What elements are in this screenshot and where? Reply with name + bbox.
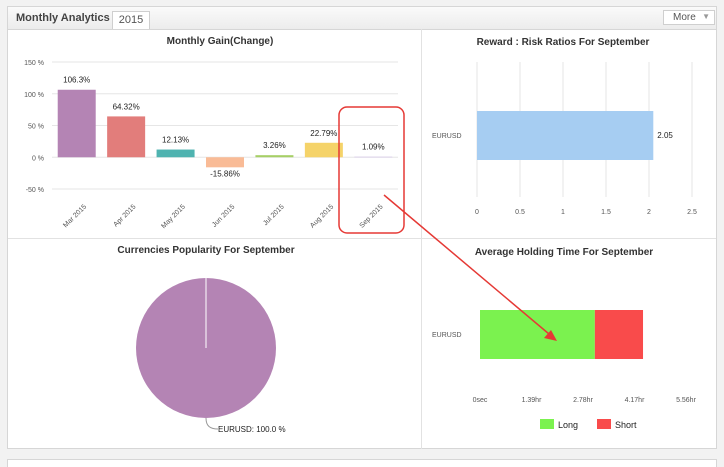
bar-mar-2015 xyxy=(57,89,96,158)
x-tick-label: 0.5 xyxy=(515,209,525,216)
data-label: -15.86% xyxy=(210,169,240,178)
annotation-arrow-line xyxy=(383,194,550,335)
bar-aug-2015 xyxy=(304,142,343,158)
x-tick-label: 4.17hr xyxy=(625,397,646,404)
tab-year-label: 2015 xyxy=(118,14,144,26)
monthly-gain-title: Monthly Gain(Change) xyxy=(167,36,274,47)
slice-leader-line xyxy=(205,417,219,430)
data-label: 1.09% xyxy=(362,143,385,152)
x-tick-label: 1.39hr xyxy=(522,397,543,404)
x-tick-label: 5.56hr xyxy=(676,397,697,404)
x-tick-label: 1.5 xyxy=(601,209,611,216)
x-tick-label: 2.78hr xyxy=(573,397,594,404)
x-tick-label: May 2015 xyxy=(160,203,187,230)
data-label: 64.32% xyxy=(113,102,140,111)
x-tick-label: 2 xyxy=(647,209,651,216)
monthly-analytics-panel: Monthly Analytics 2015 More ▼ xyxy=(7,6,717,449)
x-tick-label: 0sec xyxy=(473,397,488,404)
x-tick-label: Sep 2015 xyxy=(359,203,385,229)
holding-time-chart: Average Holding Time For September EURUS… xyxy=(432,247,697,430)
next-panel-edge xyxy=(7,459,717,467)
legend-swatch-long xyxy=(540,419,554,429)
annotation-overlay xyxy=(338,106,557,341)
vertical-divider xyxy=(421,29,422,449)
more-button-label: More xyxy=(673,12,696,23)
tab-year[interactable]: 2015 xyxy=(112,11,150,29)
bar-apr-2015 xyxy=(107,116,146,158)
legend-label-short: Short xyxy=(615,420,637,430)
data-label: 3.26% xyxy=(263,141,286,150)
y-tick-label: 100 % xyxy=(24,92,44,99)
bar-may-2015 xyxy=(156,149,195,158)
x-tick-label: Aug 2015 xyxy=(309,203,335,229)
data-label: 12.13% xyxy=(162,136,189,145)
x-tick-label: 1 xyxy=(561,209,565,216)
highlight-box xyxy=(338,106,405,234)
x-tick-label: Jul 2015 xyxy=(262,203,286,227)
category-label: EURUSD xyxy=(432,133,462,140)
monthly-gain-chart: Monthly Gain(Change) 150 % 100 % 50 % 0 % -5… xyxy=(24,36,398,230)
x-tick-label: Apr 2015 xyxy=(113,203,138,228)
legend-swatch-short xyxy=(597,419,611,429)
y-tick-label: 0 % xyxy=(32,155,44,162)
reward-risk-title: Reward : Risk Ratios For September xyxy=(477,37,650,48)
bar-jul-2015 xyxy=(255,155,294,158)
x-tick-label: 0 xyxy=(475,209,479,216)
data-label: 22.79% xyxy=(310,129,337,138)
bar-long xyxy=(480,310,595,359)
x-tick-label: Jun 2015 xyxy=(211,203,236,228)
data-label: 2.05 xyxy=(657,131,673,140)
panel-title: Monthly Analytics xyxy=(16,12,110,24)
bar-short xyxy=(594,310,644,359)
y-tick-label: 50 % xyxy=(28,124,44,131)
y-tick-label: -50 % xyxy=(26,187,44,194)
legend-label-long: Long xyxy=(558,420,578,430)
arrowhead-icon xyxy=(544,330,557,341)
bar-eurusd xyxy=(477,111,654,160)
currencies-popularity-chart: Currencies Popularity For September EURU… xyxy=(117,245,294,434)
holding-time-title: Average Holding Time For September xyxy=(475,247,653,258)
bar-sep-2015 xyxy=(354,156,393,158)
horizontal-divider xyxy=(8,238,716,239)
x-tick-label: Mar 2015 xyxy=(62,203,88,229)
panel-header: Monthly Analytics 2015 More ▼ xyxy=(8,7,716,30)
chevron-down-icon: ▼ xyxy=(702,12,710,21)
more-button[interactable]: More ▼ xyxy=(663,10,715,25)
slice-label: EURUSD: 100.0 % xyxy=(218,425,286,434)
y-tick-label: 150 % xyxy=(24,60,44,67)
category-label: EURUSD xyxy=(432,332,462,339)
currencies-popularity-title: Currencies Popularity For September xyxy=(117,245,294,256)
data-label: 106.3% xyxy=(63,76,90,85)
reward-risk-chart: Reward : Risk Ratios For September EURUS… xyxy=(432,37,697,216)
bar-jun-2015 xyxy=(206,157,244,168)
x-tick-label: 2.5 xyxy=(687,209,697,216)
